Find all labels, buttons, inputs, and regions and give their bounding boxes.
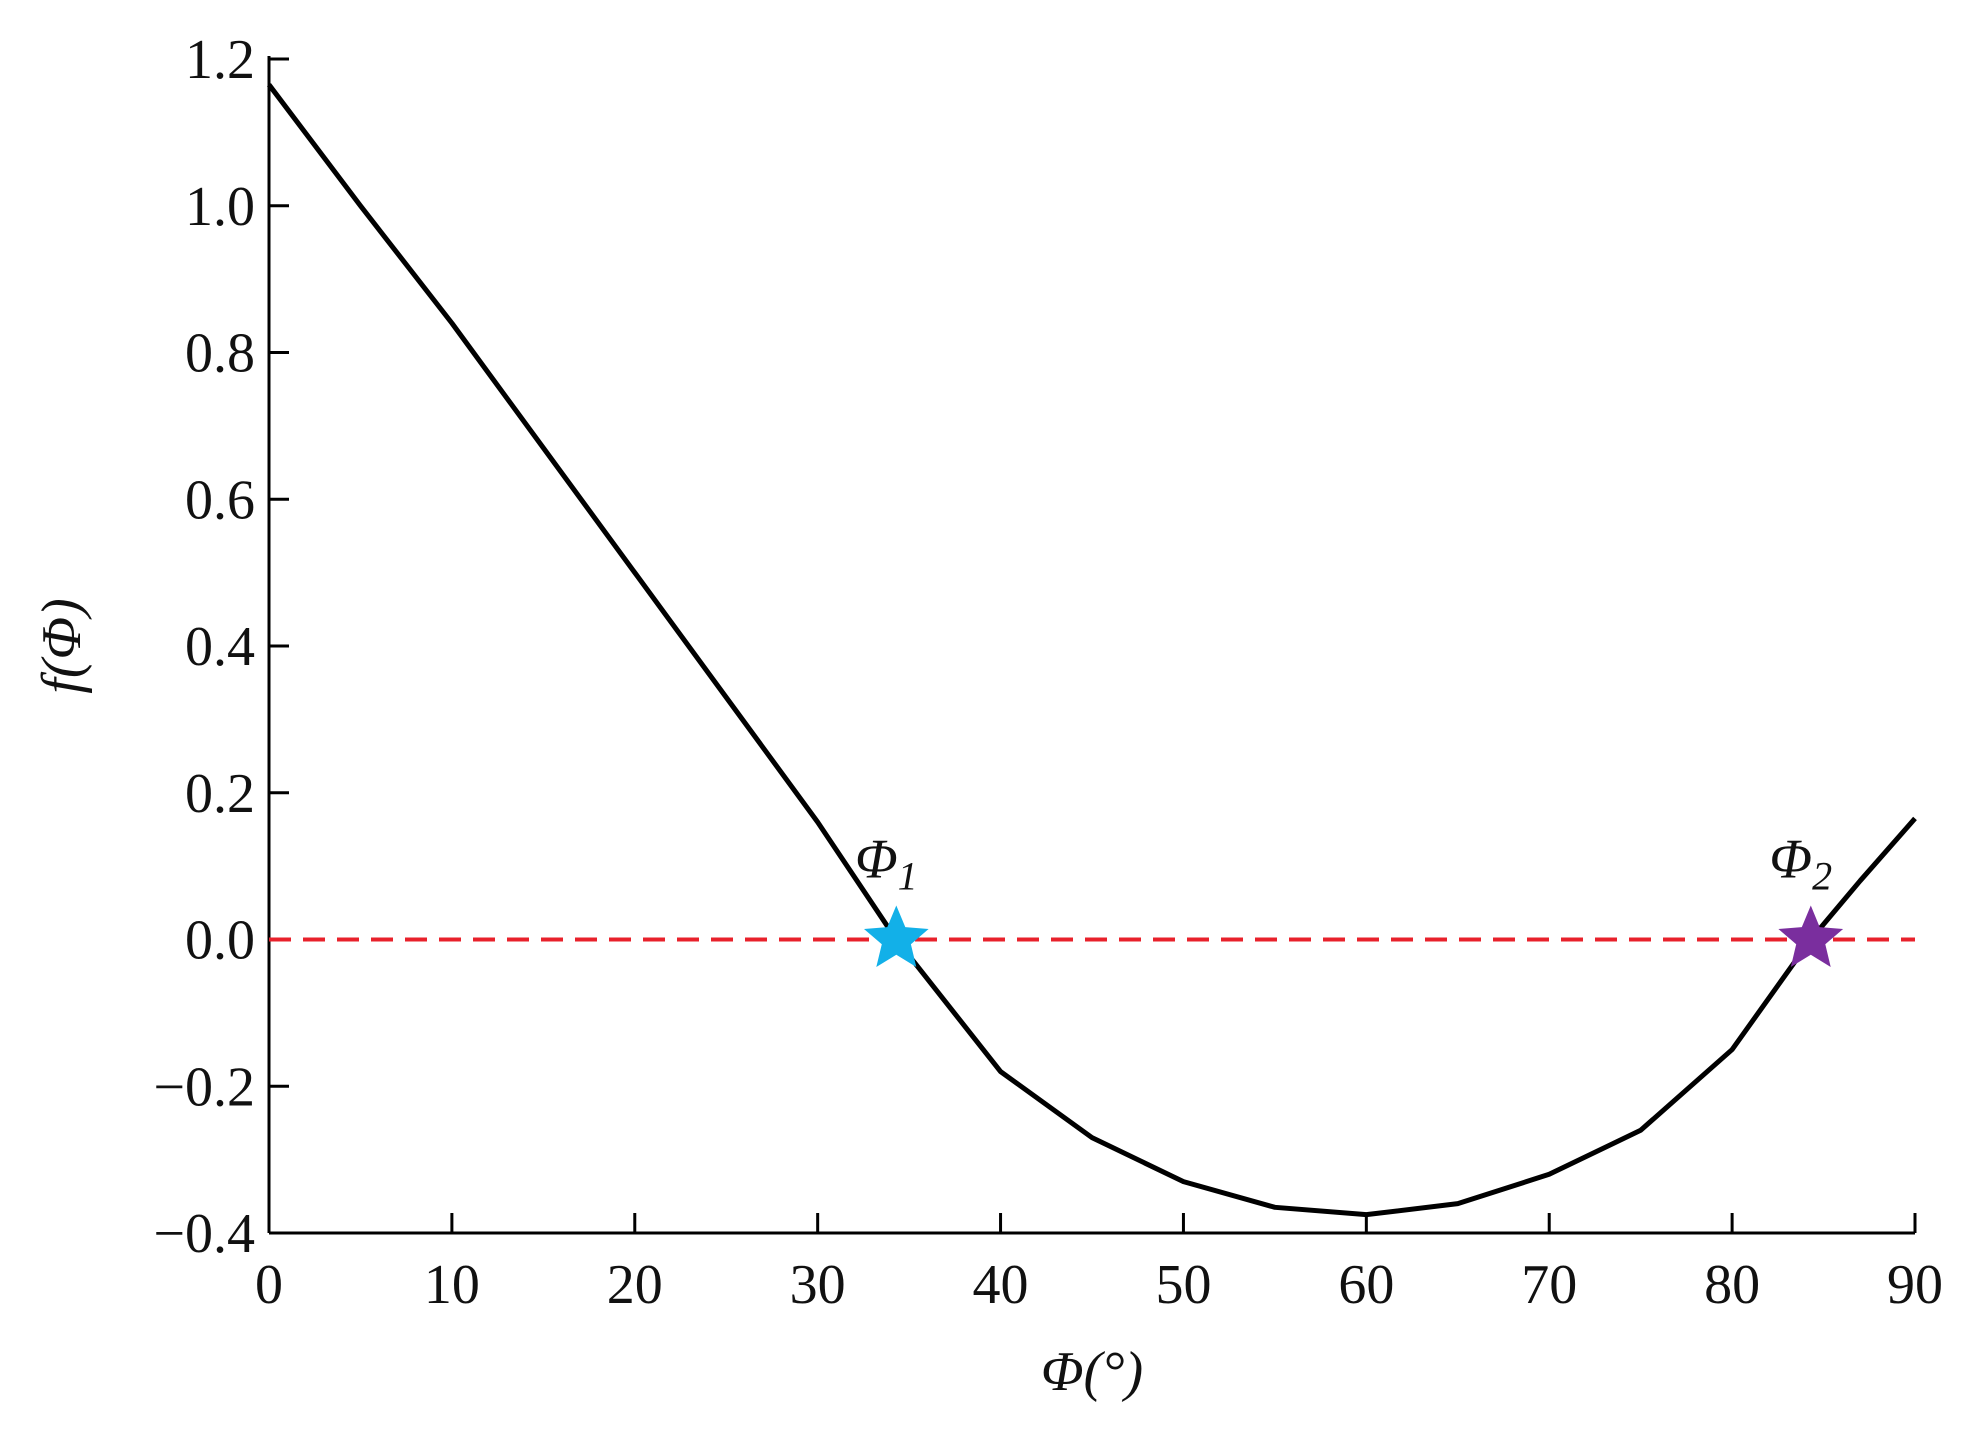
y-tick-label: 0.8	[185, 323, 255, 385]
marker-subscript: 2	[1812, 854, 1832, 899]
x-axis-label: Φ(°)	[1041, 1341, 1143, 1403]
y-tick-label: 0.6	[185, 469, 255, 531]
y-axis-label: f(Φ)	[31, 598, 93, 693]
x-tick-label: 50	[1155, 1254, 1211, 1316]
marker-label: Φ1	[855, 829, 918, 899]
x-tick-label: 20	[607, 1254, 663, 1316]
star-marker	[864, 905, 929, 967]
x-tick-label: 30	[790, 1254, 846, 1316]
y-tick-label: −0.4	[153, 1203, 255, 1265]
y-tick-label: 0.0	[185, 910, 255, 972]
marker-symbol: Φ	[855, 829, 898, 891]
star-marker	[1778, 905, 1844, 967]
x-tick-label: 80	[1704, 1254, 1760, 1316]
x-tick-label: 10	[424, 1254, 480, 1316]
x-tick-label: 90	[1887, 1254, 1943, 1316]
y-tick-label: 0.4	[185, 616, 255, 678]
data-line	[267, 83, 1917, 1218]
x-tick-label: 0	[255, 1254, 283, 1316]
x-tick-label: 60	[1338, 1254, 1394, 1316]
x-tick-label: 40	[973, 1254, 1029, 1316]
y-tick-label: 0.2	[185, 763, 255, 825]
x-tick-label: 70	[1521, 1254, 1577, 1316]
y-tick-label: 1.2	[185, 29, 255, 91]
marker-symbol: Φ	[1769, 829, 1812, 891]
marker-label: Φ2	[1769, 829, 1832, 899]
marker-subscript: 1	[898, 854, 918, 899]
y-tick-label: 1.0	[185, 176, 255, 238]
y-tick-label: −0.2	[153, 1056, 255, 1118]
